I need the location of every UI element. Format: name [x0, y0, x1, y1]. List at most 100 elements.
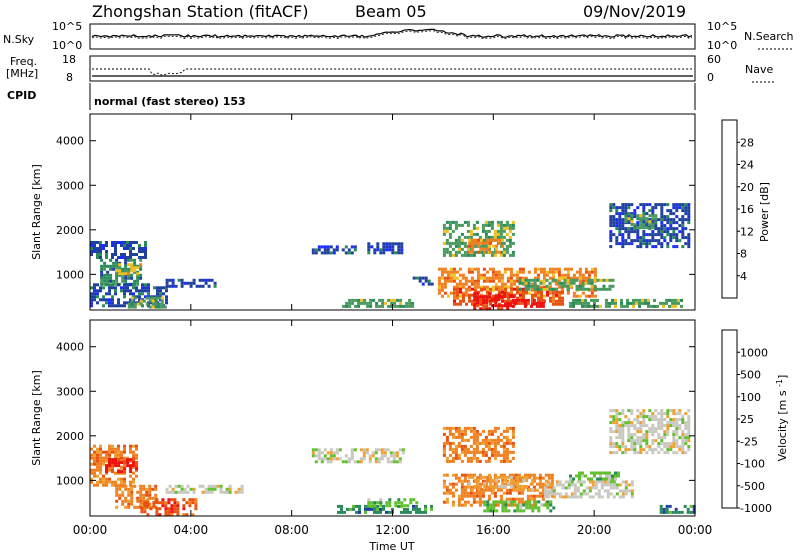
heatmap-cell	[526, 301, 530, 305]
heatmap-cell	[491, 298, 495, 302]
heatmap-cell	[457, 479, 461, 483]
heatmap-cell	[323, 251, 327, 255]
heatmap-cell	[666, 427, 670, 431]
heatmap-cell	[526, 473, 530, 477]
heatmap-cell	[615, 486, 619, 490]
heatmap-cell	[572, 273, 576, 277]
heatmap-cell	[648, 233, 652, 237]
heatmap-cell	[528, 475, 532, 479]
heatmap-cell	[369, 298, 373, 302]
heatmap-cell	[451, 447, 455, 451]
heatmap-cell	[386, 457, 390, 461]
heatmap-cell	[454, 241, 458, 245]
heatmap-cell	[632, 304, 635, 308]
heatmap-cell	[675, 442, 679, 446]
heatmap-cell	[121, 267, 125, 271]
heatmap-cell	[654, 224, 658, 228]
heatmap-cell	[112, 279, 116, 283]
heatmap-cell	[530, 284, 534, 288]
heatmap-cell	[606, 483, 610, 487]
power-colorbar-label: Power [dB]	[758, 182, 771, 242]
heatmap-cell	[453, 296, 456, 300]
heatmap-cell	[538, 479, 542, 483]
heatmap-cell	[648, 223, 652, 227]
heatmap-cell	[424, 504, 427, 508]
heatmap-cell	[612, 451, 616, 455]
heatmap-cell	[636, 233, 640, 237]
heatmap-cell	[397, 251, 401, 255]
heatmap-cell	[96, 459, 99, 463]
heatmap-cell	[136, 505, 140, 509]
heatmap-cell	[158, 513, 162, 517]
heatmap-cell	[572, 281, 576, 285]
heatmap-cell	[154, 299, 158, 303]
heatmap-cell	[102, 286, 105, 290]
heatmap-cell	[442, 247, 446, 251]
heatmap-cell	[144, 295, 147, 299]
heatmap-cell	[111, 244, 114, 247]
heatmap-cell	[408, 298, 412, 302]
heatmap-cell	[424, 507, 427, 511]
heatmap-cell	[497, 273, 501, 277]
heatmap-cell	[657, 233, 661, 237]
heatmap-cell	[130, 502, 134, 506]
heatmap-cell	[498, 500, 502, 504]
heatmap-cell	[672, 439, 676, 443]
heatmap-cell	[561, 495, 565, 499]
time-axis-ticks: 00:00 04:00 08:00 12:00 16:00 20:00 00:00	[73, 114, 712, 537]
heatmap-cell	[532, 497, 536, 501]
heatmap-cell	[120, 480, 123, 484]
heatmap-cell	[563, 276, 567, 280]
heatmap-cell	[183, 281, 187, 285]
heatmap-cell	[167, 507, 171, 511]
heatmap-cell	[120, 477, 123, 481]
heatmap-cell	[495, 247, 499, 251]
heatmap-cell	[332, 251, 336, 255]
heatmap-cell	[469, 435, 473, 439]
heatmap-cell	[536, 294, 540, 298]
heatmap-cell	[168, 284, 172, 288]
heatmap-cell	[684, 451, 688, 455]
heatmap-cell	[558, 290, 561, 294]
heatmap-cell	[609, 233, 613, 237]
heatmap-cell	[472, 441, 476, 445]
heatmap-cell	[123, 304, 126, 308]
heatmap-cell	[93, 453, 96, 457]
heatmap-cell	[504, 478, 508, 482]
heatmap-cell	[486, 503, 490, 507]
heatmap-cell	[612, 480, 616, 484]
heatmap-cell	[549, 296, 552, 300]
heatmap-cell	[684, 442, 688, 446]
heatmap-cell	[639, 445, 643, 449]
heatmap-cell	[228, 487, 232, 491]
heatmap-cell	[147, 304, 150, 308]
heatmap-cell	[566, 276, 570, 280]
heatmap-cell	[382, 504, 385, 508]
heatmap-cell	[345, 304, 349, 308]
heatmap-cell	[593, 284, 597, 288]
heatmap-cell	[446, 270, 450, 274]
heatmap-cell	[487, 220, 491, 224]
heatmap-cell	[626, 298, 629, 302]
heatmap-cell	[114, 447, 117, 451]
heatmap-cell	[599, 287, 603, 291]
heatmap-cell	[136, 279, 140, 283]
heatmap-cell	[576, 486, 580, 490]
heatmap-cell	[488, 292, 492, 296]
heatmap-cell	[129, 253, 132, 256]
heatmap-cell	[117, 470, 121, 474]
heatmap-cell	[618, 445, 622, 449]
heatmap-cell	[508, 235, 512, 239]
heatmap-cell	[476, 295, 480, 299]
heatmap-cell	[541, 494, 545, 498]
heatmap-cell	[525, 478, 529, 482]
heatmap-cell	[186, 484, 190, 488]
heatmap-cell	[511, 444, 515, 448]
colorbar-frame	[721, 119, 738, 299]
heatmap-cell	[167, 501, 171, 505]
heatmap-cell	[415, 276, 419, 280]
heatmap-cell	[621, 203, 625, 207]
heatmap-cell	[132, 458, 136, 462]
heatmap-cell	[513, 481, 517, 485]
heatmap-cell	[455, 270, 459, 274]
